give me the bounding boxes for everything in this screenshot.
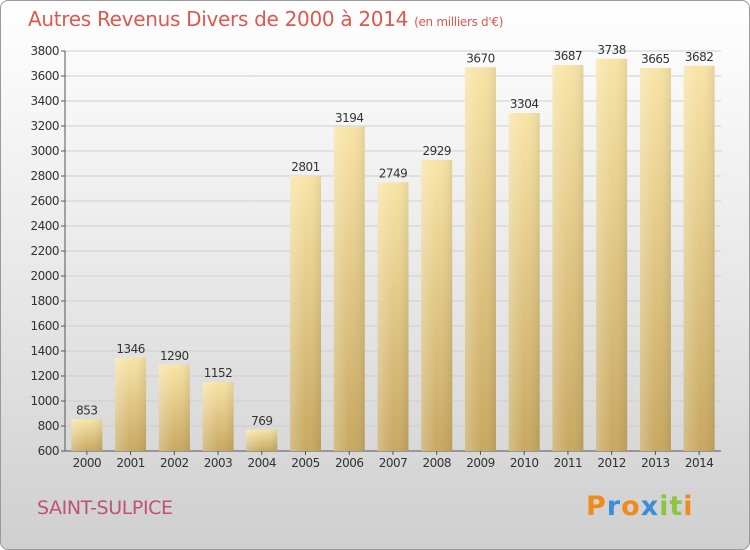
data-label: 3194 xyxy=(335,111,364,125)
bar-shade xyxy=(290,175,322,451)
data-label: 769 xyxy=(251,414,272,428)
y-tick-label: 2800 xyxy=(30,169,59,183)
data-labels: 853 1346 1290 1152 769 2801 3194 2749 2929 3670 33… xyxy=(76,43,714,428)
bar-shade xyxy=(421,159,453,451)
x-tick-label: 2013 xyxy=(641,456,670,470)
y-tick-label: 1600 xyxy=(30,319,59,333)
chart-title: Autres Revenus Divers de 2000 à 2014 (en … xyxy=(28,7,503,31)
bar-shade xyxy=(202,382,234,451)
chart-unit-note: (en milliers d'€) xyxy=(414,15,504,29)
x-tick-label: 2003 xyxy=(204,456,233,470)
data-label: 1346 xyxy=(116,342,145,356)
x-tick-label: 2014 xyxy=(685,456,714,470)
bar-shade xyxy=(508,113,540,451)
location-label: SAINT-SULPICE xyxy=(37,497,173,519)
y-tick-label: 800 xyxy=(38,419,59,433)
bar-shade xyxy=(464,67,496,451)
bar-shade xyxy=(552,65,584,451)
bar-shade xyxy=(158,364,190,451)
logo-letter: r xyxy=(606,491,622,522)
bar-shade xyxy=(596,58,628,451)
x-tick-label: 2012 xyxy=(597,456,626,470)
y-tick-label: 2000 xyxy=(30,269,59,283)
data-label: 853 xyxy=(76,403,97,417)
y-tick-label: 2200 xyxy=(30,244,59,258)
data-label: 3304 xyxy=(510,97,539,111)
data-label: 3665 xyxy=(641,52,670,66)
y-tick-label: 1000 xyxy=(30,394,59,408)
data-label: 2749 xyxy=(379,166,408,180)
y-tick-label: 600 xyxy=(38,444,59,458)
bar-shade xyxy=(377,182,409,451)
proxiti-logo: Proxiti xyxy=(586,491,694,522)
data-label: 3682 xyxy=(685,50,714,64)
y-tick-label: 2400 xyxy=(30,219,59,233)
x-tick-label: 2010 xyxy=(510,456,539,470)
x-tick-label: 2004 xyxy=(248,456,277,470)
bar-shade xyxy=(115,357,147,451)
bar-shade xyxy=(71,419,103,451)
y-tick-label: 3400 xyxy=(30,94,59,108)
x-tick-label: 2006 xyxy=(335,456,364,470)
x-tick-label: 2000 xyxy=(73,456,102,470)
x-tick-label: 2005 xyxy=(291,456,320,470)
data-label: 3670 xyxy=(466,51,495,65)
y-tick-label: 3600 xyxy=(30,69,59,83)
y-tick-label: 2600 xyxy=(30,194,59,208)
y-tick-label: 1200 xyxy=(30,369,59,383)
y-tick-label: 3200 xyxy=(30,119,59,133)
bars xyxy=(71,58,715,451)
y-tick-label: 1400 xyxy=(30,344,59,358)
logo-letter: t xyxy=(669,491,684,522)
data-label: 3738 xyxy=(597,43,626,57)
data-label: 2801 xyxy=(291,160,320,174)
logo-letter: x xyxy=(640,491,660,522)
logo-letter: P xyxy=(586,491,607,522)
bar-shade xyxy=(639,67,671,451)
y-tick-label: 3000 xyxy=(30,144,59,158)
x-tick-label: 2009 xyxy=(466,456,495,470)
data-label: 1290 xyxy=(160,349,189,363)
logo-letter: i xyxy=(683,491,694,522)
data-label: 3687 xyxy=(554,49,583,63)
x-tick-label: 2011 xyxy=(554,456,583,470)
bar-shade xyxy=(246,429,278,451)
y-tick-label: 3800 xyxy=(30,44,59,58)
data-label: 2929 xyxy=(422,144,451,158)
chart-title-text: Autres Revenus Divers de 2000 à 2014 xyxy=(28,7,409,31)
logo-letter: i xyxy=(659,491,670,522)
x-tick-label: 2007 xyxy=(379,456,408,470)
x-tick-label: 2008 xyxy=(422,456,451,470)
x-tick-label: 2002 xyxy=(160,456,189,470)
y-tick-label: 1800 xyxy=(30,294,59,308)
logo-letter: o xyxy=(621,491,641,522)
data-label: 1152 xyxy=(204,366,233,380)
bar-shade xyxy=(683,65,715,451)
bar-shade xyxy=(333,126,365,451)
x-tick-label: 2001 xyxy=(116,456,145,470)
